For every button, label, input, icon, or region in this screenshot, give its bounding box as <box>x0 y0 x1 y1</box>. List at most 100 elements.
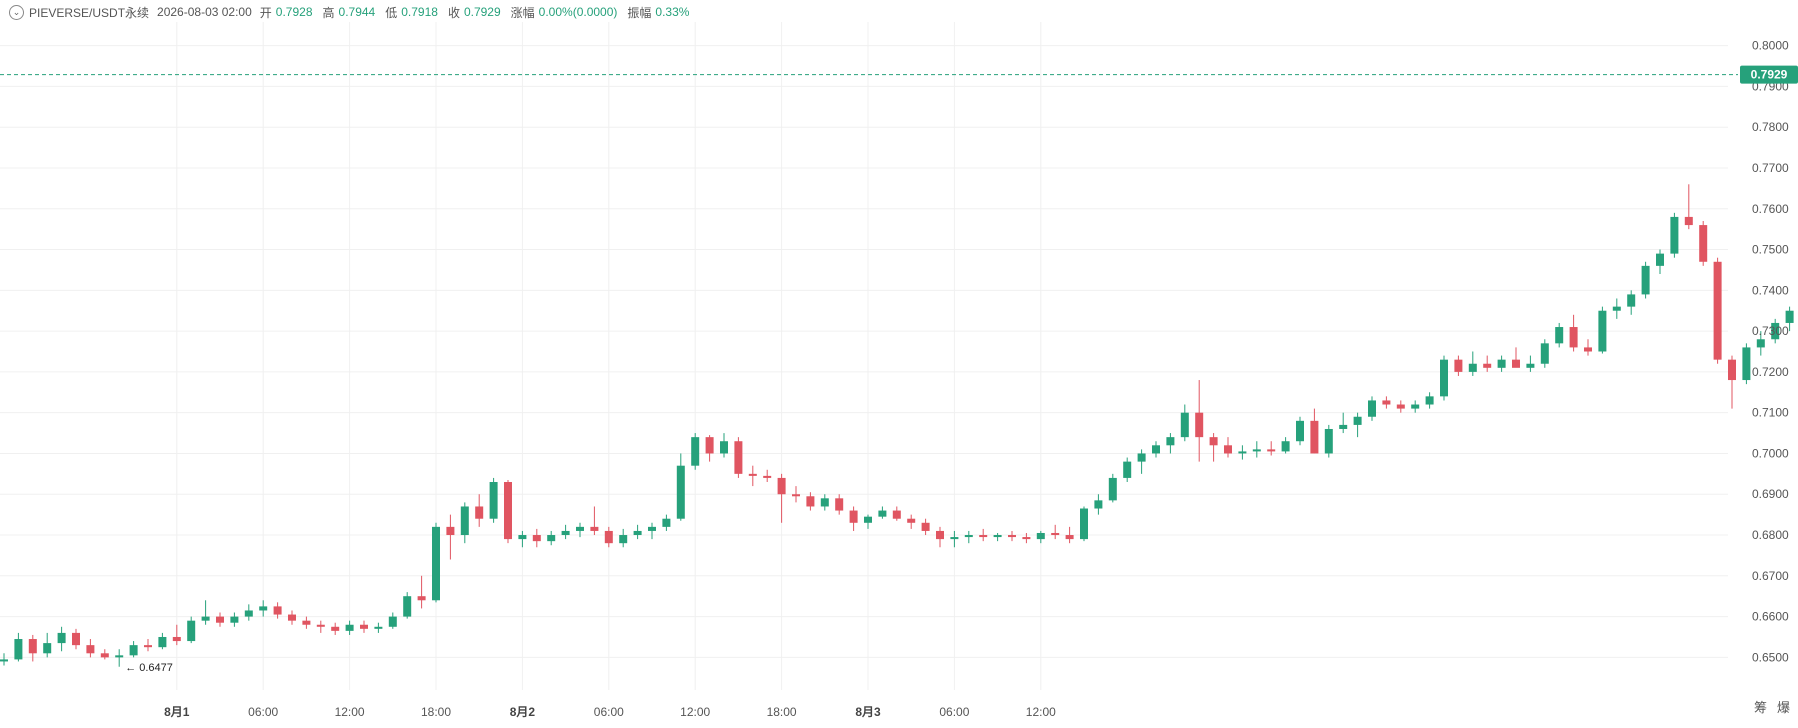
candle-body <box>1296 420 1304 442</box>
candle-body <box>1699 225 1708 262</box>
candle <box>720 433 728 458</box>
candle-body <box>1742 347 1751 381</box>
x-tick-label: 12:00 <box>335 705 365 719</box>
candle-body <box>1094 500 1103 509</box>
candle-body <box>460 506 469 536</box>
y-tick-label: 0.7300 <box>1752 324 1789 338</box>
candle <box>950 530 959 548</box>
grid-lines <box>0 22 1728 690</box>
candle-body <box>374 626 383 629</box>
candle-body <box>1180 412 1189 438</box>
candle <box>1785 306 1794 332</box>
candle-body <box>1555 327 1564 344</box>
candle-body <box>1324 428 1333 454</box>
time-axis[interactable]: 8月1 06:00 12:00 18:00 8月2 06:00 12:00 18:00 8月3 0… <box>164 705 1056 719</box>
candle <box>763 469 772 483</box>
candle <box>1526 355 1535 372</box>
candle-body <box>316 624 325 627</box>
collapse-toggle-icon[interactable]: ⌄ <box>9 4 24 20</box>
close-label: 收 <box>447 5 460 20</box>
candle <box>43 632 52 658</box>
candle-body <box>14 639 23 660</box>
candle-body <box>201 616 210 621</box>
candle-body <box>1152 445 1160 454</box>
candle-body <box>1195 412 1204 438</box>
amplitude-label: 振幅 <box>627 5 652 20</box>
candle <box>1310 408 1319 454</box>
candle <box>734 437 743 478</box>
candle <box>1368 396 1376 421</box>
candle <box>619 528 628 548</box>
y-tick-label: 0.7000 <box>1752 446 1789 460</box>
candle-body <box>288 614 296 621</box>
candle-body <box>532 535 541 542</box>
candle <box>835 494 844 515</box>
candle-body <box>1425 396 1434 405</box>
candle <box>273 602 282 619</box>
candle-body <box>979 535 988 538</box>
candle-body <box>1670 216 1679 254</box>
last-price-tag <box>1740 65 1798 84</box>
x-tick-label: 18:00 <box>767 705 797 719</box>
candle <box>532 528 541 548</box>
candle-body <box>1008 535 1016 538</box>
chips-tab[interactable]: 筹 <box>1753 700 1767 715</box>
candle <box>1166 433 1175 454</box>
candle-body <box>1526 363 1535 368</box>
candle-body <box>1051 532 1060 536</box>
candle-body <box>403 596 412 617</box>
ohlc-header: ⌄ PIEVERSE/USDT永续 2026-08-03 02:00 开 0.7… <box>0 2 699 22</box>
y-tick-label: 0.7800 <box>1752 120 1789 134</box>
candle <box>547 530 556 546</box>
close-value: 0.7929 <box>463 5 501 19</box>
candle-body <box>763 475 772 478</box>
candle-body <box>662 518 671 527</box>
candle <box>561 524 570 540</box>
candle <box>1195 380 1204 462</box>
candle <box>748 465 757 487</box>
candle-body <box>950 537 959 540</box>
candle <box>259 600 268 617</box>
candle-body <box>1123 461 1132 478</box>
candle-body <box>0 659 8 662</box>
datetime-label: 2026-08-03 02:00 <box>157 5 252 19</box>
candle <box>288 610 296 625</box>
symbol-label[interactable]: PIEVERSE/USDT永续 <box>29 5 150 20</box>
candle <box>72 628 80 650</box>
liquidation-tab[interactable]: 爆 <box>1776 700 1790 715</box>
open-value: 0.7928 <box>275 5 313 19</box>
candle <box>446 514 455 560</box>
candle-body <box>43 643 52 654</box>
candle <box>907 514 916 529</box>
candle-body <box>446 526 455 536</box>
candle-body <box>648 526 656 531</box>
candle-body <box>1108 477 1117 501</box>
candle-body <box>28 639 37 654</box>
candle <box>1612 298 1621 319</box>
candle-body <box>691 437 700 466</box>
candle <box>1281 437 1290 454</box>
candle <box>302 616 311 629</box>
candle-body <box>1656 253 1664 266</box>
candle-body <box>1022 537 1031 540</box>
open-label: 开 <box>259 5 272 20</box>
y-tick-label: 0.7400 <box>1752 283 1789 297</box>
x-tick-label: 8月2 <box>510 705 536 719</box>
candle-body <box>835 498 844 511</box>
candle <box>1742 343 1751 385</box>
candle <box>1224 437 1232 458</box>
candle-body <box>1209 437 1218 446</box>
price-axis[interactable]: 0.6500 0.6600 0.6700 0.6800 0.6900 0.7000 0.71… <box>1752 39 1789 665</box>
candle-body <box>777 477 786 495</box>
candle <box>1123 457 1132 483</box>
y-tick-label: 0.6900 <box>1752 487 1789 501</box>
last-price-label: 0.7929 <box>1751 68 1788 82</box>
candle <box>158 632 167 650</box>
y-tick-label: 0.7200 <box>1752 365 1789 379</box>
candle-body <box>1065 535 1074 540</box>
candle <box>1540 339 1549 368</box>
candle <box>705 435 714 462</box>
high-label: 高 <box>322 5 335 20</box>
candle-body <box>1368 400 1376 417</box>
